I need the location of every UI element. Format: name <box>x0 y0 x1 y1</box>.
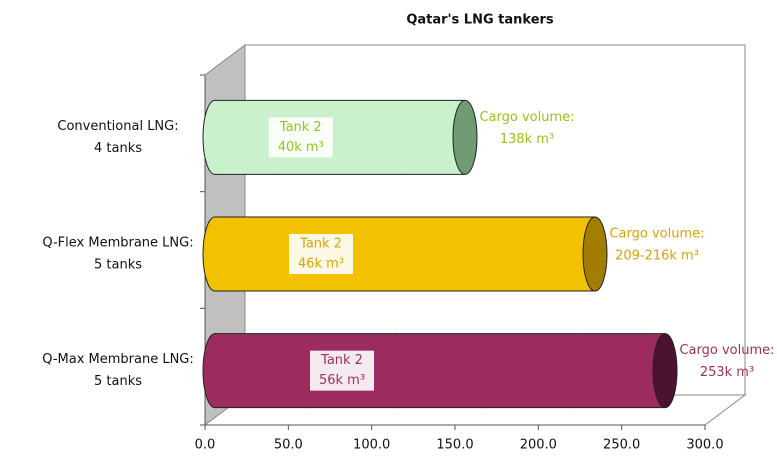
x-tick-label: 50.0 <box>274 438 303 453</box>
x-tick-label: 200.0 <box>520 438 557 453</box>
tank-label-text: 56k m³ <box>319 373 365 388</box>
x-tick-label: 300.0 <box>686 438 723 453</box>
tank-label-text: Tank 2 <box>279 120 322 135</box>
category-label: Q-Max Membrane LNG: <box>42 352 194 367</box>
tank-label: Tank 2 40k m³ <box>268 117 333 158</box>
bar-segment <box>340 100 403 175</box>
bar-end <box>452 99 478 175</box>
bar-segment <box>215 217 291 291</box>
bar-segment <box>485 333 575 408</box>
bar-segment <box>367 217 443 291</box>
tank-label-text: Tank 2 <box>320 353 363 368</box>
category-sublabel: 5 tanks <box>94 374 142 389</box>
bar-end <box>582 216 608 292</box>
x-tick-label: 100.0 <box>353 438 390 453</box>
bar-segment <box>575 333 665 408</box>
total-label: 253k m³ <box>700 365 754 380</box>
x-tick-label: 150.0 <box>436 438 473 453</box>
category-sublabel: 5 tanks <box>94 258 142 273</box>
tank-label-box <box>268 117 333 158</box>
category-sublabel: 4 tanks <box>94 141 142 156</box>
tank-label-text: Tank 2 <box>299 237 342 252</box>
total-label: Cargo volume: <box>679 343 774 358</box>
tank-label: Tank 2 56k m³ <box>310 350 374 391</box>
total-label: Cargo volume: <box>479 110 574 125</box>
bar-segment <box>395 333 485 408</box>
total-label: Cargo volume: <box>609 227 704 242</box>
bar-end <box>652 333 678 409</box>
bar-segment <box>443 217 519 291</box>
tank-label-text: 46k m³ <box>298 257 344 272</box>
chart-title: Qatar's LNG tankers <box>406 13 554 28</box>
category-label: Q-Flex Membrane LNG: <box>42 236 193 251</box>
category-label: Conventional LNG: <box>57 119 178 134</box>
tank-label-box <box>289 234 353 274</box>
total-label: 138k m³ <box>500 132 554 147</box>
total-label: 209-216k m³ <box>615 249 699 264</box>
x-tick-label: 250.0 <box>603 438 640 453</box>
bar-segment <box>519 217 595 291</box>
bar-segment <box>215 333 305 408</box>
bar-segment <box>215 100 278 175</box>
tank-label-box <box>310 350 374 391</box>
tank-label-text: 40k m³ <box>278 140 324 155</box>
x-tick-label: 0.0 <box>195 438 216 453</box>
tank-label: Tank 2 46k m³ <box>289 234 353 274</box>
